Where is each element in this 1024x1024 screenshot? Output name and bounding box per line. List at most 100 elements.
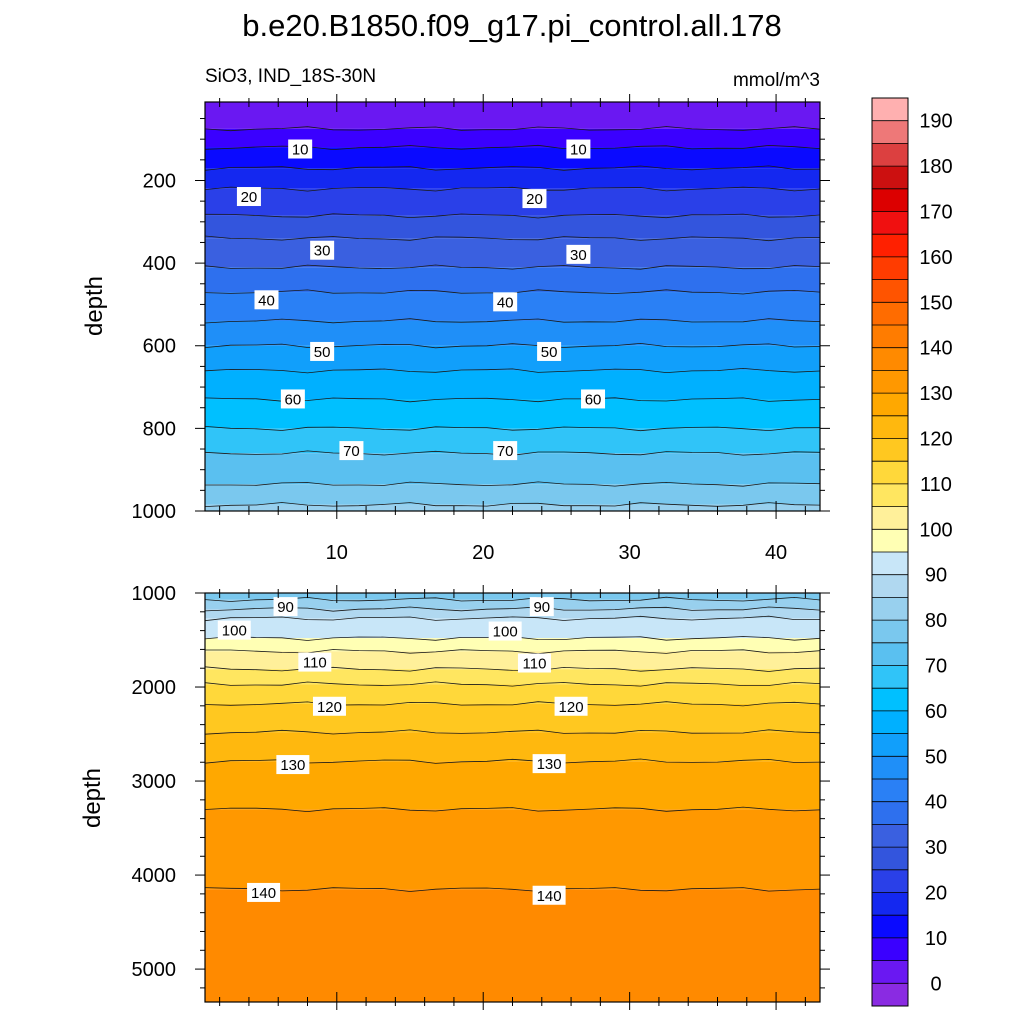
contour-label-box <box>310 240 335 260</box>
colorbar-swatch <box>872 801 908 825</box>
contour-line <box>205 318 820 324</box>
colorbar-label: 170 <box>919 202 952 224</box>
contour-label-box <box>488 621 522 641</box>
colorbar: 0 10 20 30 40 50 60 70 80 90 100 110 120 130 140 150 160… <box>871 97 953 1007</box>
contour-label: 130 <box>276 755 310 775</box>
contour-label-text: 120 <box>317 699 342 716</box>
contour-label-box <box>236 187 261 207</box>
colorbar-label: 20 <box>925 883 947 905</box>
contour-band <box>205 669 820 685</box>
contour-label-box <box>522 189 547 209</box>
colorbar-swatch <box>872 869 908 893</box>
contour-label-text: 110 <box>523 656 547 673</box>
contour-label-box <box>298 652 332 672</box>
colorbar-swatch <box>872 438 908 462</box>
colorbar-label: 50 <box>925 746 947 768</box>
figure-subtitle-left: SiO3, IND_18S-30N <box>205 66 376 87</box>
upper-y-axis-label: depth <box>81 276 108 336</box>
contour-label-box <box>532 754 566 774</box>
x-tick-label: 30 <box>619 542 641 564</box>
y-tick-label: 200 <box>143 170 176 192</box>
contour-label-text: 110 <box>303 655 327 672</box>
colorbar-swatch <box>872 415 908 439</box>
contour-label-text: 120 <box>559 699 584 716</box>
contour-label: 50 <box>310 341 335 361</box>
contour-line <box>205 701 820 707</box>
contour-label-text: 140 <box>251 885 276 902</box>
contour-label-box <box>217 620 251 640</box>
contour-band <box>205 267 820 293</box>
colorbar-swatch <box>872 552 908 575</box>
contour-label: 70 <box>339 441 364 461</box>
contour-label-text: 50 <box>541 344 558 361</box>
colorbar-swatch <box>872 642 908 666</box>
contour-label-text: 20 <box>241 189 258 206</box>
colorbar-swatch <box>872 325 908 348</box>
contour-label: 100 <box>217 620 251 640</box>
contour-label-box <box>566 244 591 264</box>
contour-label-text: 10 <box>570 142 587 159</box>
colorbar-label: 120 <box>919 429 952 451</box>
colorbar-swatch <box>872 847 908 870</box>
figure-subtitle-right: mmol/m^3 <box>733 70 820 91</box>
contour-line <box>205 806 820 813</box>
contour-label: 70 <box>493 441 518 461</box>
colorbar-swatch <box>872 983 908 1006</box>
colorbar-swatch <box>872 824 908 848</box>
colorbar-swatch <box>872 98 908 121</box>
contour-label-text: 40 <box>497 294 514 311</box>
colorbar-label: 180 <box>919 156 952 178</box>
contour-label: 140 <box>247 882 281 902</box>
contour-line <box>205 165 820 171</box>
contour-line <box>205 186 820 192</box>
colorbar-swatch <box>872 665 908 689</box>
y-tick-label: 1000 <box>132 501 177 523</box>
contour-line <box>205 481 820 487</box>
colorbar-label: 90 <box>925 565 947 587</box>
contour-label-box <box>532 885 566 905</box>
contour-label-text: 130 <box>537 756 562 773</box>
contour-label: 120 <box>312 696 346 716</box>
contour-band <box>205 238 820 268</box>
contour-label-box <box>254 290 279 310</box>
colorbar-swatch <box>872 710 908 734</box>
contour-label-text: 20 <box>526 191 543 208</box>
colorbar-swatch <box>872 506 908 530</box>
y-tick-label: 4000 <box>132 865 177 887</box>
contour-band <box>205 168 820 189</box>
colorbar-swatch <box>872 461 908 484</box>
contour-line <box>205 213 820 219</box>
colorbar-label: 80 <box>925 610 947 632</box>
upper-panel: 10 10 20 20 30 30 40 40 50 50 60 60 70 70 10 20 30 40 200… <box>81 94 830 564</box>
contour-label: 40 <box>254 290 279 310</box>
colorbar-label: 190 <box>919 111 952 133</box>
contour-band <box>205 599 820 609</box>
contour-label-text: 130 <box>280 757 305 774</box>
contour-band <box>205 703 820 733</box>
contour-line <box>205 681 820 687</box>
colorbar-label: 60 <box>925 701 947 723</box>
contour-label-box <box>288 139 313 159</box>
contour-band <box>205 889 820 1002</box>
contour-label: 60 <box>280 389 305 409</box>
colorbar-swatch <box>872 960 908 984</box>
colorbar-swatch <box>872 597 908 621</box>
contour-label: 10 <box>566 139 591 159</box>
y-tick-label: 600 <box>143 336 176 358</box>
contour-label-box <box>273 597 298 617</box>
colorbar-label: 0 <box>930 973 941 995</box>
contour-label-box <box>581 389 606 409</box>
contour-label-text: 70 <box>497 443 514 460</box>
y-tick-label: 3000 <box>132 771 177 793</box>
colorbar-swatch <box>872 120 908 144</box>
contour-label-box <box>537 341 562 361</box>
contour-label-text: 100 <box>493 624 518 641</box>
colorbar-swatch <box>872 915 908 938</box>
contour-line <box>205 235 820 242</box>
contour-band <box>205 320 820 346</box>
colorbar-swatch <box>872 256 908 280</box>
contour-label-text: 50 <box>314 344 331 361</box>
colorbar-swatch <box>872 143 908 167</box>
y-tick-label: 2000 <box>132 677 177 699</box>
